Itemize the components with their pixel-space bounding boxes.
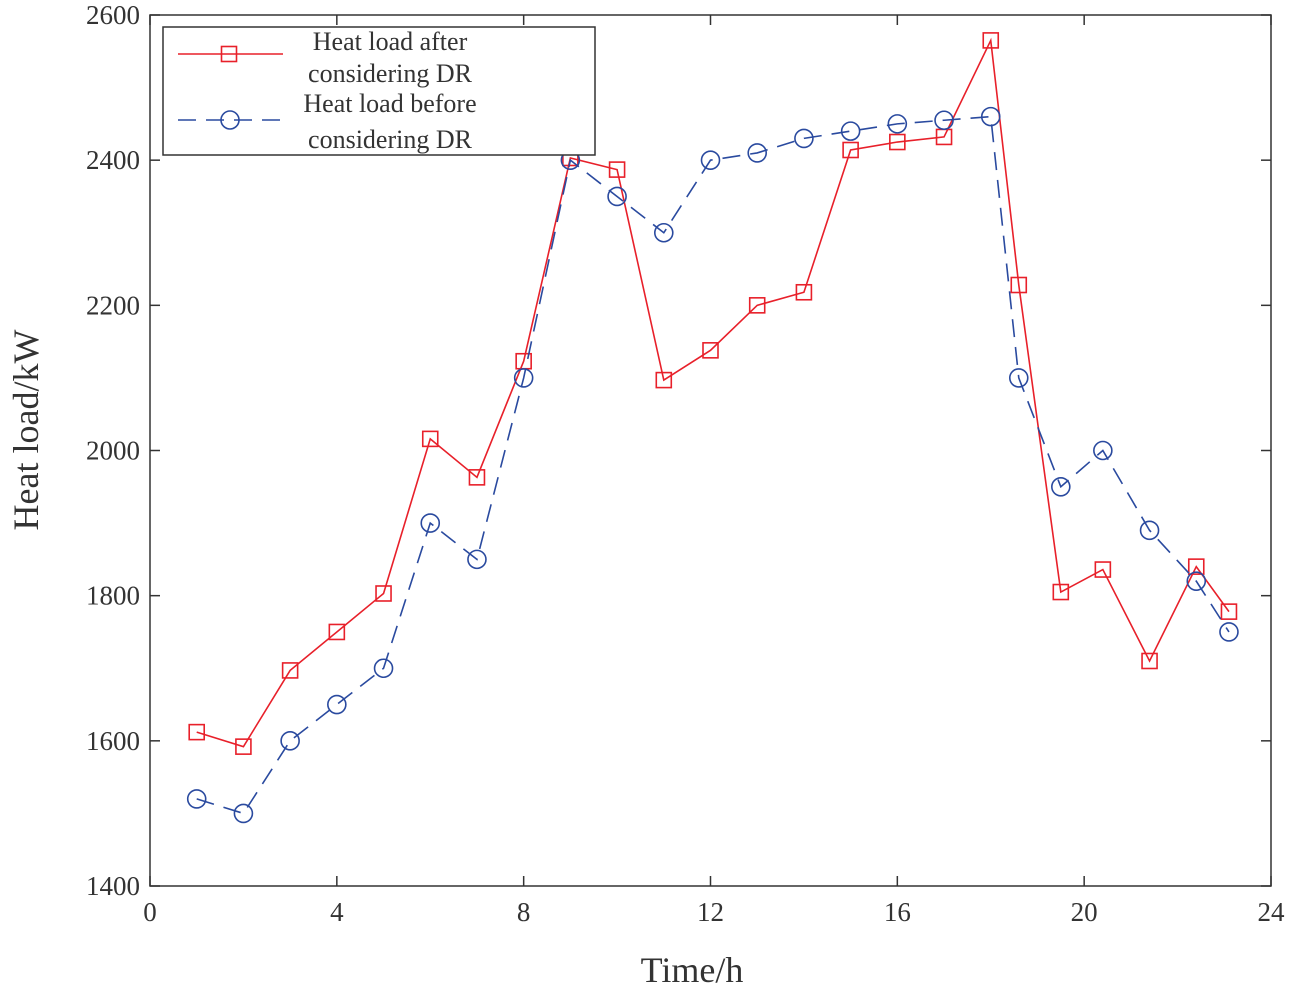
series-layer — [186, 32, 1239, 824]
y-axis-label: Heat load/kW — [6, 330, 46, 531]
data-point-circle — [1093, 440, 1113, 461]
data-point-circle — [1139, 520, 1160, 541]
series-square-group — [188, 32, 1238, 755]
x-tick-label: 8 — [517, 897, 531, 927]
legend-label-after-dr-line1: Heat load after — [313, 27, 468, 56]
data-point-square — [188, 723, 206, 741]
y-tick-label: 1600 — [86, 726, 140, 756]
data-point-circle — [373, 658, 394, 679]
data-point-square — [702, 342, 719, 359]
y-tick-label: 2400 — [86, 145, 140, 175]
data-point-square — [842, 141, 859, 159]
y-axis-ticks: 1400 1600 1800 2000 2200 2400 2600 — [86, 0, 1271, 901]
legend-square-marker — [220, 45, 238, 63]
legend-circle-marker — [220, 110, 240, 130]
data-point-square — [982, 32, 1000, 49]
legend-label-before-dr-line2: considering DR — [308, 125, 473, 154]
data-point-circle — [1051, 476, 1071, 497]
data-point-circle — [653, 222, 674, 243]
data-point-square — [421, 430, 439, 448]
data-point-square — [1220, 603, 1238, 620]
x-tick-label: 24 — [1258, 897, 1286, 927]
data-point-circle — [186, 789, 207, 809]
data-point-circle — [1219, 622, 1239, 642]
legend-box — [162, 26, 596, 156]
x-tick-label: 16 — [884, 897, 911, 927]
data-point-circle — [420, 513, 441, 533]
data-point-square — [748, 297, 766, 314]
data-point-square — [1187, 558, 1205, 575]
x-tick-label: 0 — [143, 897, 157, 927]
legend-entry-after-dr: Heat load after considering DR — [178, 27, 473, 88]
x-axis-ticks: 0 4 8 12 16 20 24 — [143, 15, 1285, 927]
data-point-square — [281, 662, 299, 679]
data-point-circle — [467, 549, 487, 570]
data-point-circle — [747, 143, 768, 163]
data-point-circle — [840, 121, 861, 141]
data-point-square — [1094, 561, 1112, 578]
data-point-circle — [980, 106, 1001, 127]
data-point-square — [795, 283, 813, 301]
data-point-circle — [233, 803, 254, 824]
data-point-square — [235, 738, 252, 755]
data-point-square — [655, 371, 673, 389]
data-point-square — [1141, 652, 1158, 670]
legend: Heat load after considering DR Heat load… — [162, 26, 596, 156]
data-point-square — [468, 469, 486, 486]
y-tick-label: 1800 — [86, 581, 140, 611]
legend-label-after-dr-line2: considering DR — [308, 59, 473, 88]
data-point-square — [1010, 276, 1028, 294]
data-point-square — [328, 623, 346, 641]
data-point-square — [375, 585, 392, 602]
x-axis-label: Time/h — [641, 950, 744, 990]
data-point-circle — [794, 128, 814, 149]
data-point-circle — [513, 368, 534, 388]
legend-entry-before-dr: Heat load before considering DR — [178, 89, 477, 154]
x-tick-label: 12 — [697, 897, 724, 927]
y-tick-label: 2600 — [86, 0, 140, 30]
x-tick-label: 4 — [330, 897, 344, 927]
data-point-circle — [607, 186, 627, 207]
y-tick-label: 1400 — [86, 871, 140, 901]
data-point-circle — [327, 694, 347, 715]
data-point-circle — [934, 110, 954, 131]
y-tick-label: 2000 — [86, 436, 140, 466]
series-circle-group — [186, 106, 1239, 824]
data-point-circle — [1186, 571, 1207, 591]
data-point-circle — [1008, 368, 1029, 388]
data-point-square — [889, 133, 906, 151]
y-tick-label: 2200 — [86, 290, 140, 320]
x-tick-label: 20 — [1071, 897, 1098, 927]
legend-label-before-dr-line1: Heat load before — [303, 89, 476, 118]
data-point-circle — [280, 731, 300, 751]
data-point-circle — [887, 114, 908, 134]
data-point-square — [608, 161, 626, 178]
data-point-circle — [700, 150, 721, 170]
data-point-square — [1052, 583, 1070, 601]
